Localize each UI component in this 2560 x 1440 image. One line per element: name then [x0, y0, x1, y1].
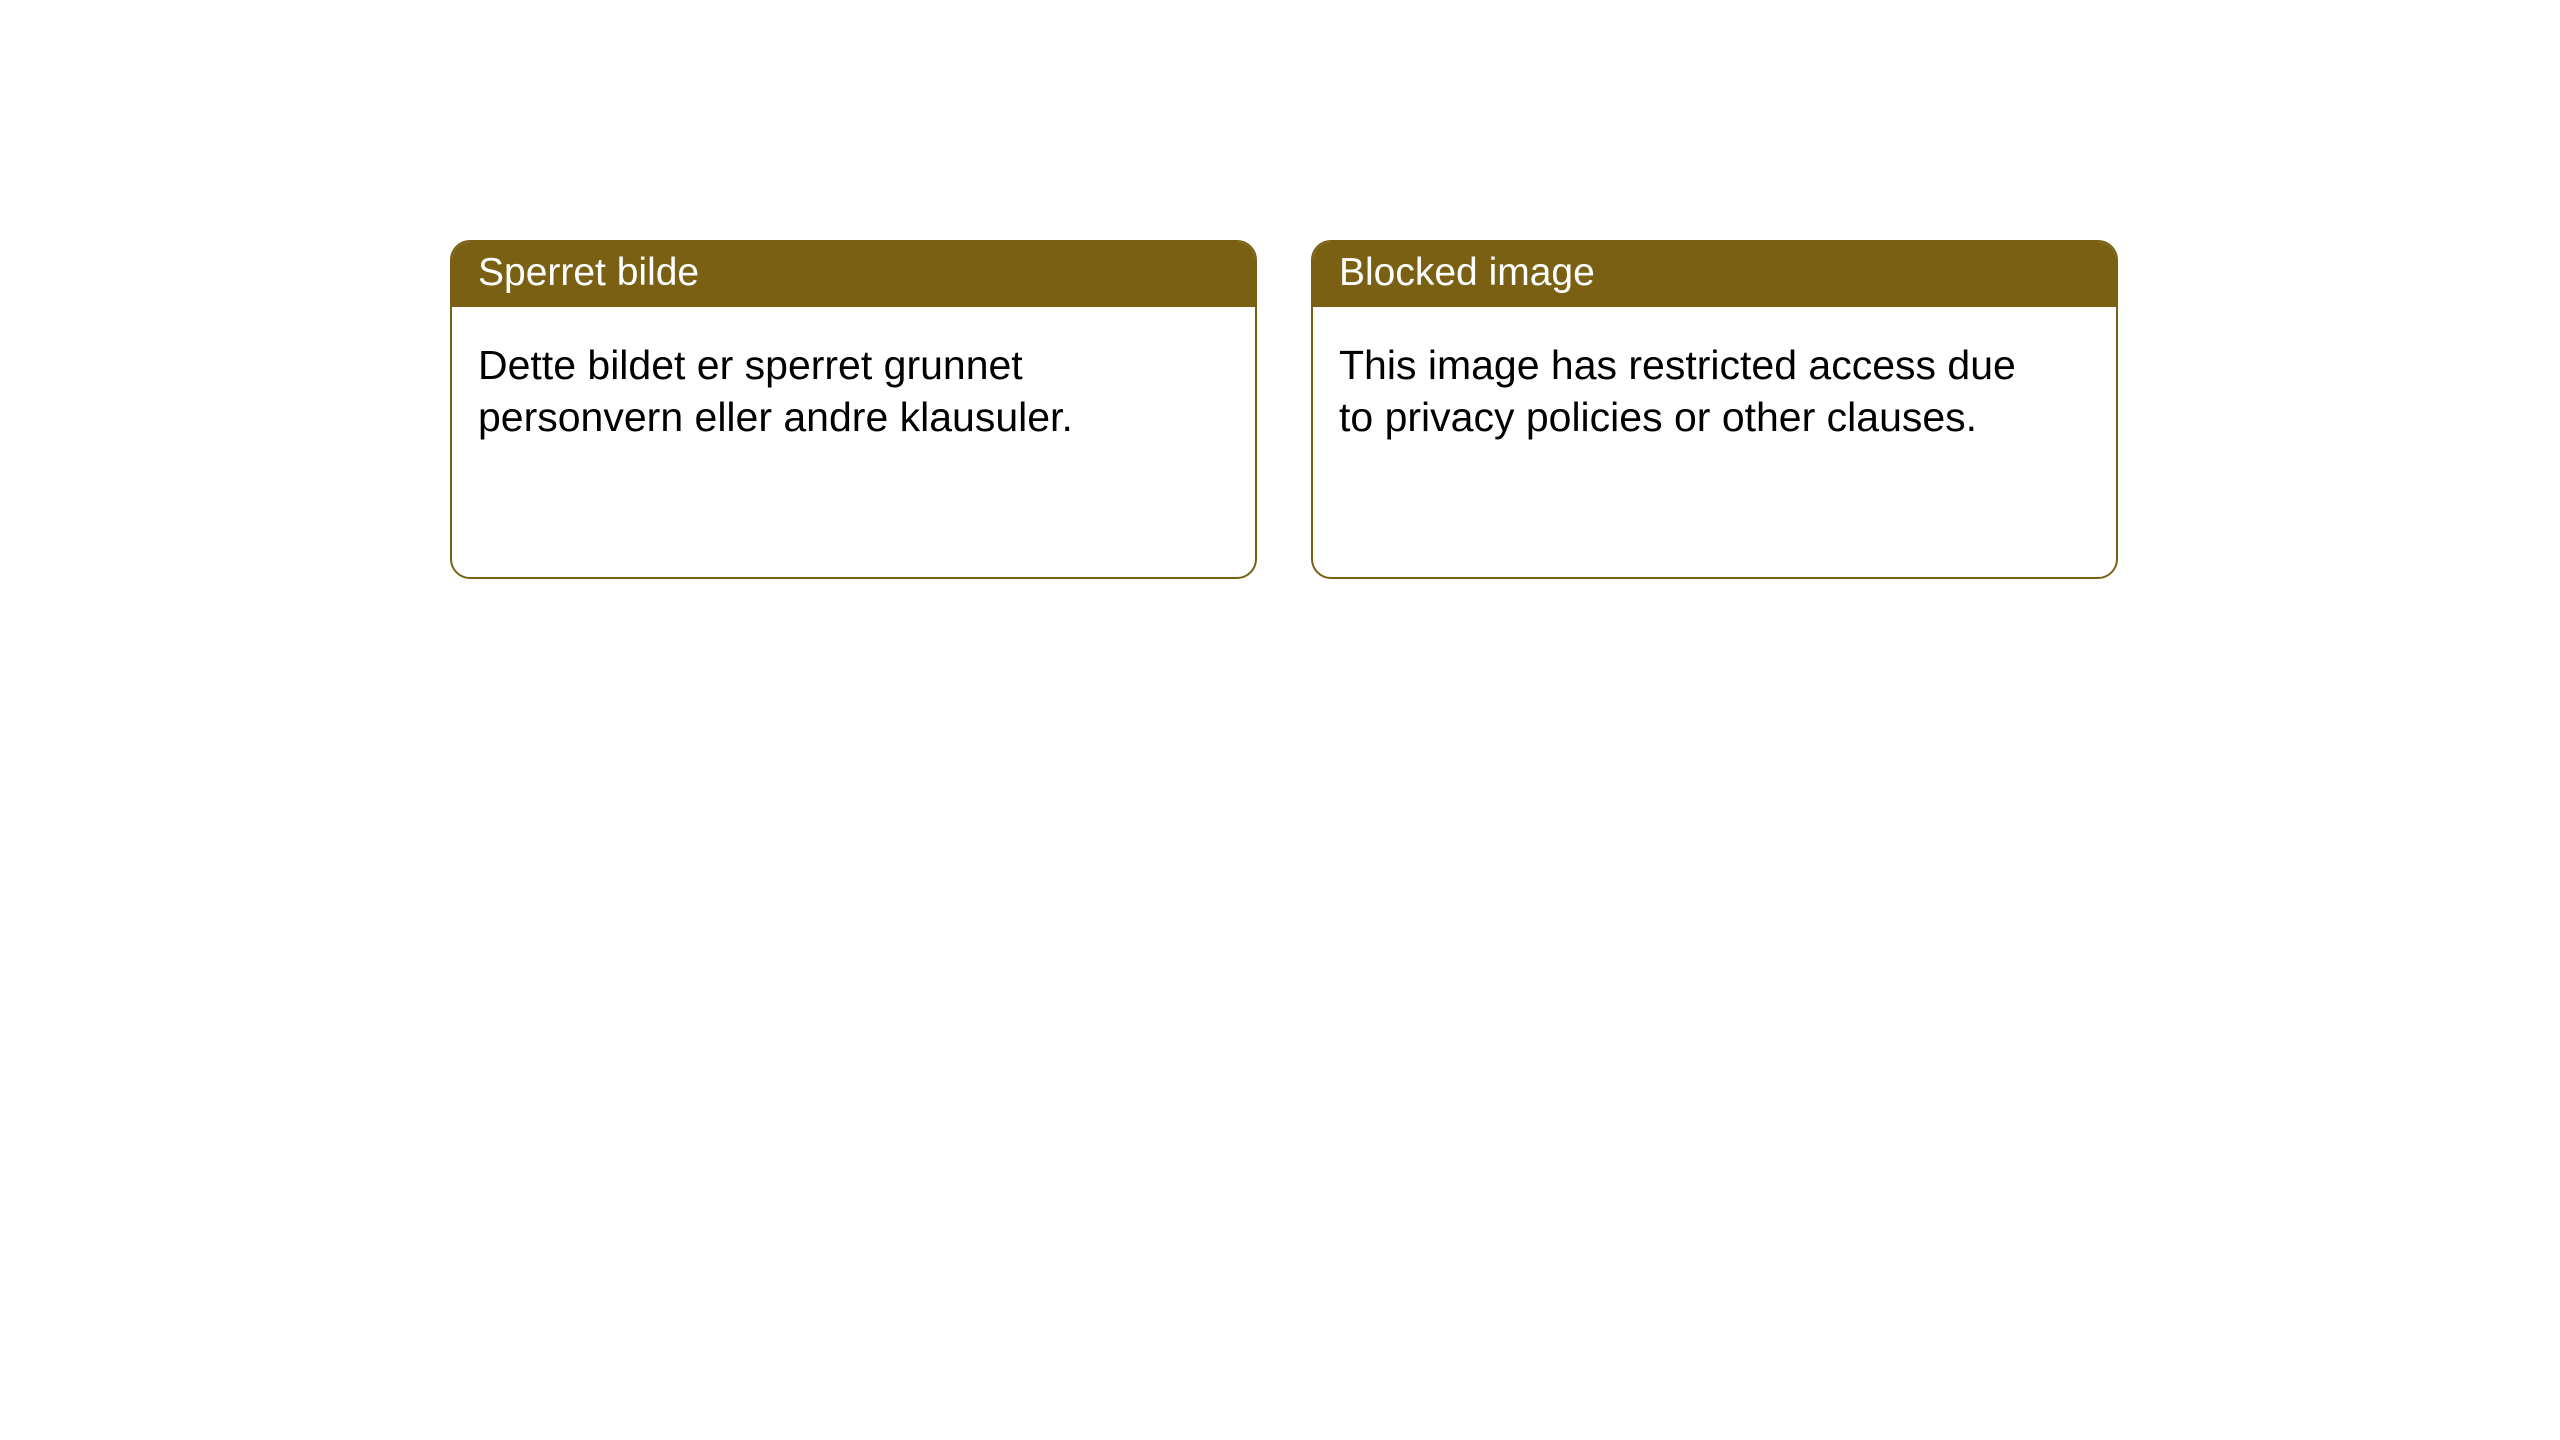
- notice-body: This image has restricted access due to …: [1313, 307, 2116, 577]
- notice-header: Sperret bilde: [452, 242, 1255, 307]
- notice-title: Blocked image: [1339, 251, 1595, 294]
- notice-message: Dette bildet er sperret grunnet personve…: [478, 339, 1158, 443]
- notice-container: Sperret bilde Dette bildet er sperret gr…: [0, 0, 2560, 579]
- notice-card-norwegian: Sperret bilde Dette bildet er sperret gr…: [450, 240, 1257, 579]
- notice-card-english: Blocked image This image has restricted …: [1311, 240, 2118, 579]
- notice-message: This image has restricted access due to …: [1339, 339, 2019, 443]
- notice-body: Dette bildet er sperret grunnet personve…: [452, 307, 1255, 577]
- notice-title: Sperret bilde: [478, 251, 699, 294]
- notice-header: Blocked image: [1313, 242, 2116, 307]
